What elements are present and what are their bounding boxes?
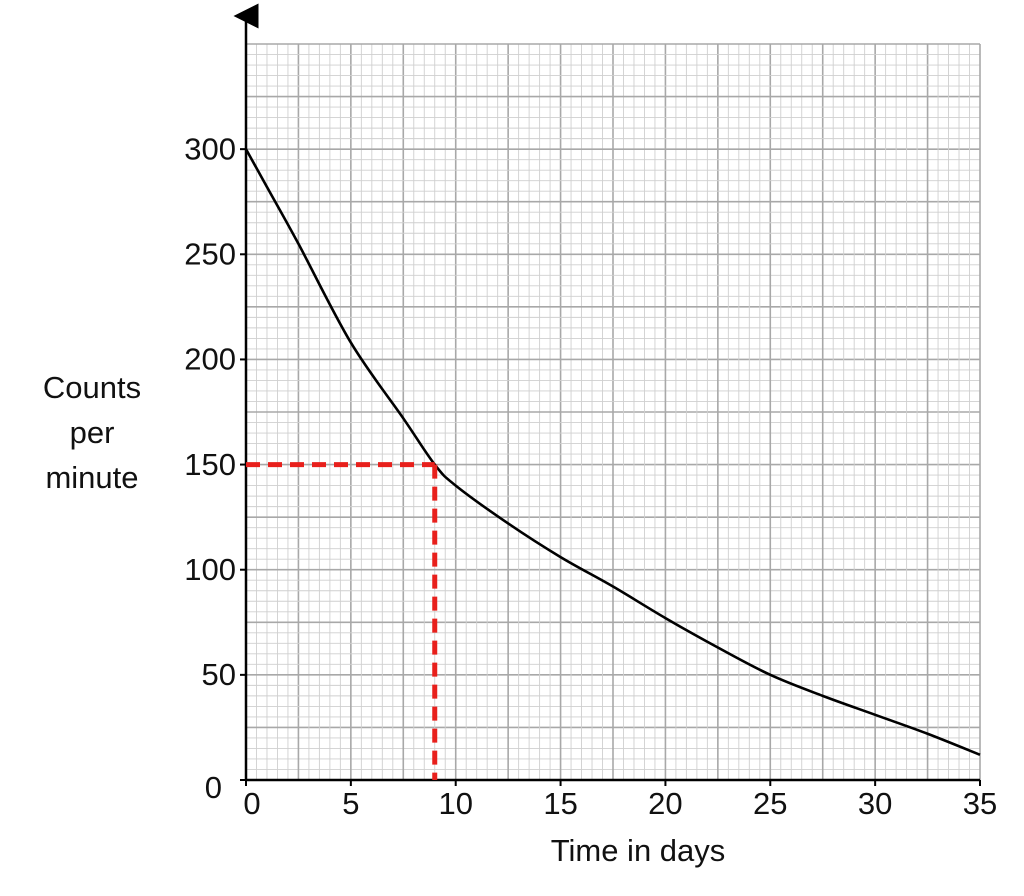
y-axis-label: Counts	[43, 370, 141, 405]
y-tick-label: 250	[184, 236, 236, 271]
y-tick-label: 100	[184, 552, 236, 587]
x-axis-label: Time in days	[551, 833, 726, 868]
y-axis-label: minute	[45, 460, 138, 495]
grid	[245, 43, 981, 781]
x-tick-label: 30	[858, 786, 892, 821]
x-tick-label: 35	[963, 786, 997, 821]
x-tick-label: 0	[243, 786, 260, 821]
y-axis-label: per	[70, 415, 115, 450]
x-tick-label: 5	[342, 786, 359, 821]
y-tick-label: 0	[205, 770, 222, 805]
x-tick-label: 25	[753, 786, 787, 821]
y-tick-label: 50	[202, 657, 236, 692]
y-tick-label: 200	[184, 342, 236, 377]
x-tick-label: 20	[648, 786, 682, 821]
plot: 0 5 10 15 20 25 30 35 0 50 100 150 200 250 300	[184, 3, 997, 821]
x-tick-label: 10	[438, 786, 472, 821]
y-tick-label: 150	[184, 447, 236, 482]
decay-curve	[244, 148, 981, 756]
y-tick-label: 300	[184, 131, 236, 166]
x-tick-label: 15	[543, 786, 577, 821]
